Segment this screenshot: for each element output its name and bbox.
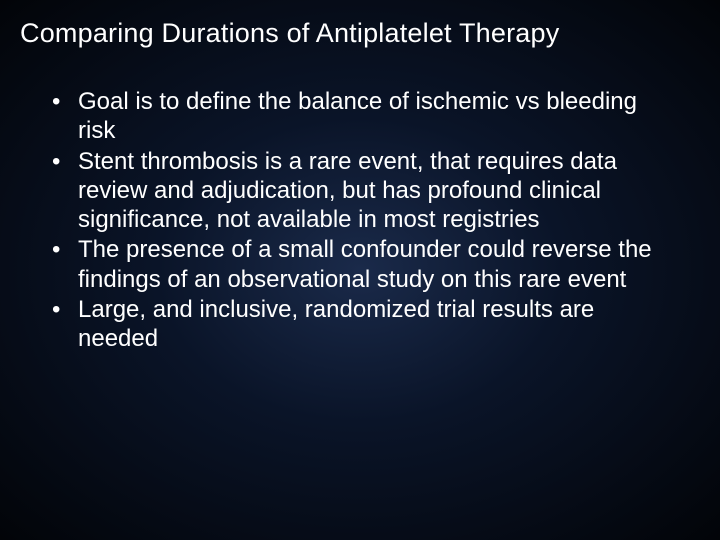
bullet-item: The presence of a small confounder could… [48,235,680,294]
bullet-item: Goal is to define the balance of ischemi… [48,87,680,146]
bullet-item: Large, and inclusive, randomized trial r… [48,295,680,354]
bullet-list: Goal is to define the balance of ischemi… [48,87,680,353]
slide-container: Comparing Durations of Antiplatelet Ther… [0,0,720,540]
slide-content: Goal is to define the balance of ischemi… [20,87,700,353]
bullet-item: Stent thrombosis is a rare event, that r… [48,147,680,235]
slide-title: Comparing Durations of Antiplatelet Ther… [20,18,700,49]
